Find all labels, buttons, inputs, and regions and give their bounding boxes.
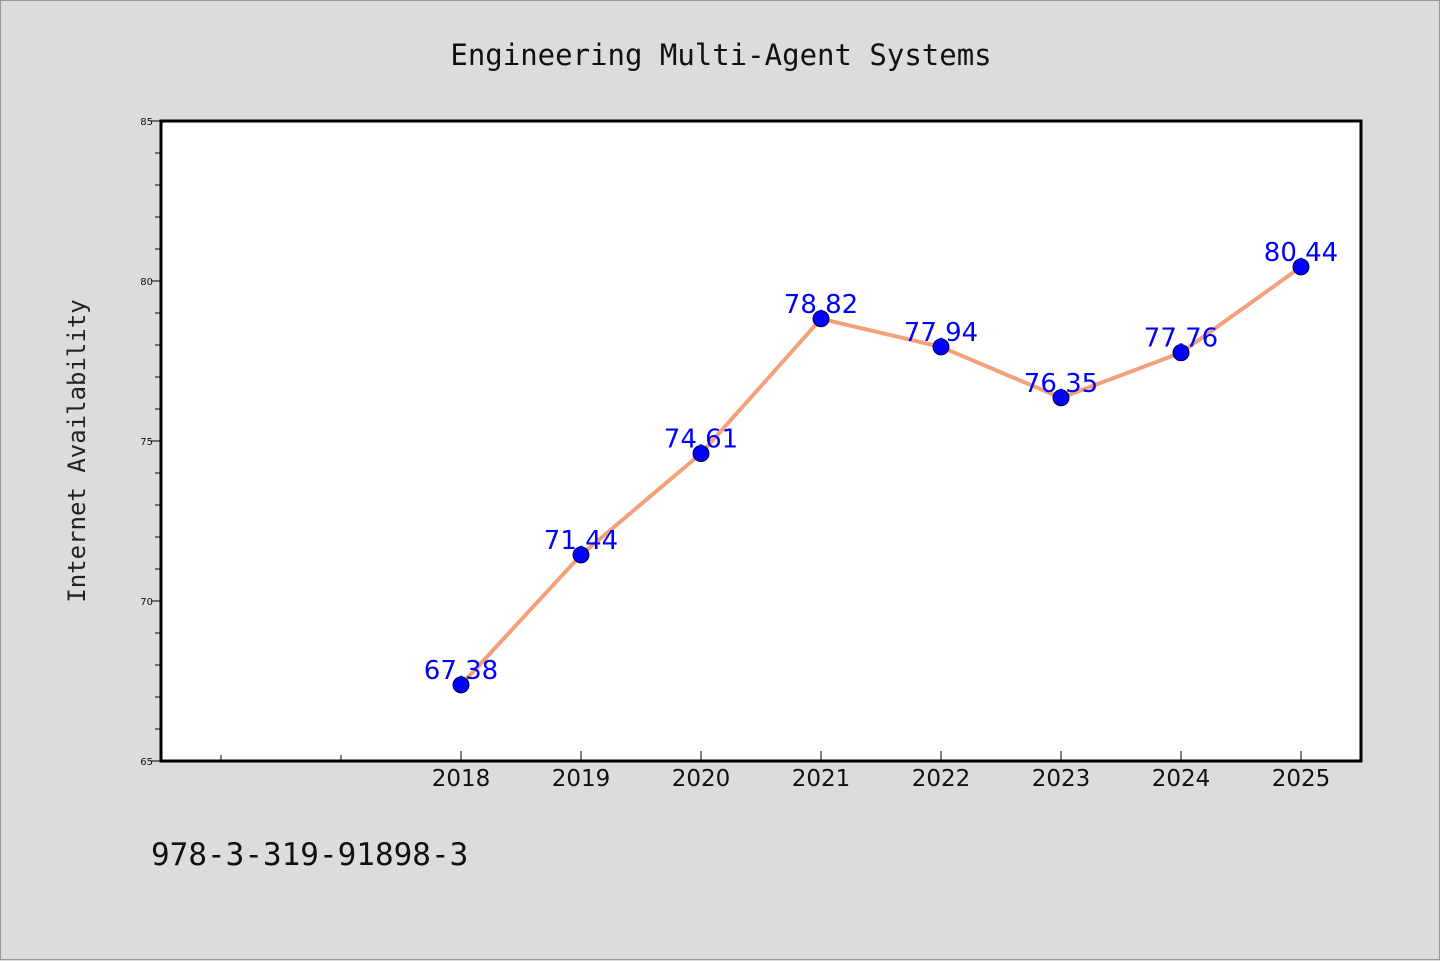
series-line xyxy=(459,264,1303,687)
data-point xyxy=(1052,389,1070,407)
y-tick-label: 65 xyxy=(140,757,153,768)
data-point xyxy=(1292,258,1310,276)
x-tick-label: 2023 xyxy=(1032,766,1091,792)
data-label: 67.38 xyxy=(424,656,498,686)
y-tick-label: 75 xyxy=(140,437,153,448)
y-axis-ticks: 65 70 75 80 85 xyxy=(140,117,161,768)
y-axis-minor-ticks xyxy=(155,152,161,730)
data-point xyxy=(452,676,470,694)
data-label: 76.35 xyxy=(1024,369,1098,399)
plot-area xyxy=(159,119,1363,763)
y-tick-label: 80 xyxy=(140,277,153,288)
x-tick-label: 2022 xyxy=(912,766,971,792)
data-label: 77.76 xyxy=(1144,324,1218,354)
x-axis-ticks: 2018 2019 2020 2021 2022 2023 2024 2025 xyxy=(220,751,1331,792)
data-label: 80.44 xyxy=(1264,238,1338,268)
isbn-text: 978-3-319-91898-3 xyxy=(151,837,468,873)
data-label: 74.61 xyxy=(664,424,738,454)
x-tick-label: 2021 xyxy=(792,766,851,792)
chart-title: Engineering Multi-Agent Systems xyxy=(450,38,991,72)
data-markers xyxy=(452,258,1310,694)
data-point xyxy=(932,338,950,356)
data-point xyxy=(692,444,710,462)
data-label: 77.94 xyxy=(904,318,978,348)
y-tick-label: 70 xyxy=(140,597,153,608)
data-point xyxy=(572,546,590,564)
y-axis-label: Internet Availability xyxy=(63,299,91,602)
x-tick-label: 2018 xyxy=(432,766,491,792)
data-label: 71.44 xyxy=(544,526,618,556)
data-point xyxy=(812,310,830,328)
x-tick-label: 2024 xyxy=(1152,766,1211,792)
data-point xyxy=(1172,344,1190,362)
x-tick-label: 2025 xyxy=(1272,766,1331,792)
data-labels: 67.38 71.44 74.61 78.82 77.94 76.35 77.76 80.44 xyxy=(424,238,1338,686)
x-tick-label: 2020 xyxy=(672,766,731,792)
y-tick-label: 85 xyxy=(140,117,153,128)
x-tick-label: 2019 xyxy=(552,766,611,792)
data-label: 78.82 xyxy=(784,290,858,320)
